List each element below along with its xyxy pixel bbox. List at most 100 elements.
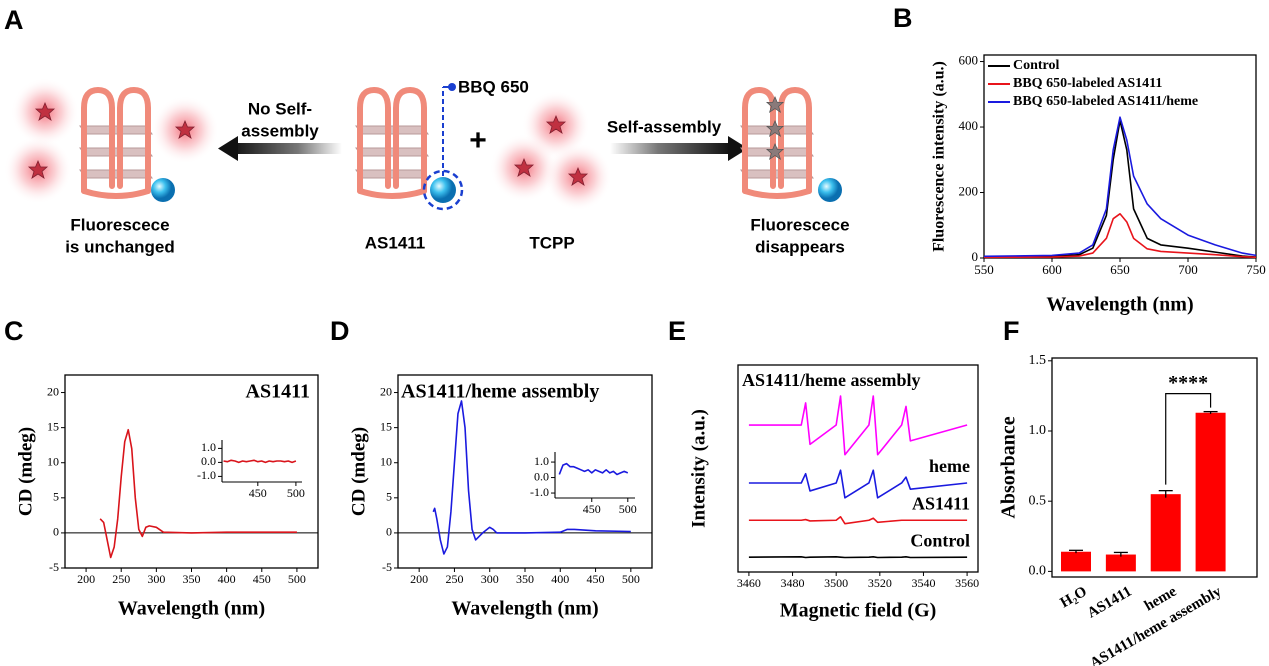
x-tick-label: 3480 — [781, 576, 805, 590]
y-tick-label: 0 — [53, 525, 59, 539]
y-tick-label: 15 — [380, 419, 392, 433]
data-line — [983, 119, 1257, 258]
x-tick-label: 650 — [1110, 262, 1130, 277]
panel-title: AS1411/heme assembly — [401, 381, 599, 403]
arrow-label: Self-assembly — [607, 117, 722, 136]
data-line — [983, 116, 1257, 258]
y-tick-label: 20 — [47, 384, 59, 398]
x-tick-label: 3500 — [824, 576, 848, 590]
y-tick-label: 5 — [53, 490, 59, 504]
y-tick-label: -1.0 — [197, 468, 216, 482]
y-tick-label: 1.0 — [1029, 423, 1047, 438]
probe-label: BBQ 650 — [458, 77, 529, 96]
y-axis-title: Fluorescence intensity (a.u.) — [931, 61, 948, 252]
caption: is unchanged — [65, 237, 175, 256]
legend-label: BBQ 650-labeled AS1411/heme — [1013, 94, 1198, 109]
panel-title: AS1411 — [246, 381, 310, 403]
y-tick-label: 10 — [47, 454, 59, 468]
y-tick-label: 5 — [386, 490, 392, 504]
arrow — [610, 143, 730, 154]
y-tick-label: -5 — [382, 560, 392, 574]
x-tick-label: 450 — [253, 572, 271, 586]
y-tick-label: 0.5 — [1029, 493, 1047, 508]
x-tick-label: 3560 — [955, 576, 979, 590]
data-line — [432, 400, 631, 555]
y-tick-label: 400 — [959, 118, 979, 133]
quencher-ball — [430, 177, 456, 203]
plot-frame — [1051, 357, 1258, 578]
y-tick-label: 0.0 — [201, 454, 216, 468]
panel-label: E — [668, 316, 686, 346]
x-axis-title: Magnetic field (G) — [780, 600, 937, 622]
x-tick-label: 300 — [481, 572, 499, 586]
plot-frame — [737, 364, 979, 573]
quencher-ring — [422, 169, 464, 211]
x-tick-label: 750 — [1246, 262, 1266, 277]
x-tick-label: 600 — [1042, 262, 1062, 277]
y-axis-title: CD (mdeg) — [348, 427, 369, 516]
bar — [1195, 412, 1226, 572]
arrow-head — [728, 136, 748, 161]
panel-label: F — [1003, 316, 1020, 346]
legend-label: BBQ 650-labeled AS1411 — [1013, 76, 1162, 91]
y-axis-title: CD (mdeg) — [15, 427, 36, 516]
inset-line — [558, 462, 629, 476]
y-tick-label: 1.0 — [201, 440, 216, 454]
data-line — [748, 516, 968, 525]
inset-line — [223, 459, 297, 464]
y-tick-label: 600 — [959, 53, 979, 68]
arrow-label: assembly — [241, 121, 319, 140]
y-axis-title: Intensity (a.u.) — [688, 409, 709, 528]
arrow-label: No Self- — [248, 99, 312, 118]
x-tick-label: 350 — [183, 572, 201, 586]
significance-bracket — [1165, 393, 1212, 485]
x-tick-label: 500 — [619, 502, 637, 516]
y-tick-label: 1.0 — [534, 454, 549, 468]
x-tick-label: 500 — [288, 572, 306, 586]
x-tick-label: 200 — [410, 572, 428, 586]
x-axis-title: Wavelength (nm) — [451, 598, 598, 620]
y-tick-label: 0.0 — [1029, 564, 1047, 579]
probe-dot — [448, 83, 456, 91]
g-quadruplex — [356, 90, 428, 196]
caption: disappears — [755, 237, 845, 256]
legend-label: Control — [1013, 58, 1060, 73]
x-tick-label: 550 — [974, 262, 994, 277]
panel-label: D — [330, 316, 350, 346]
x-tick-label: 450 — [587, 572, 605, 586]
bar — [1105, 554, 1136, 572]
label: AS1411 — [365, 233, 426, 252]
significance-label: **** — [1168, 372, 1208, 394]
y-axis-title: Absorbance — [998, 416, 1020, 518]
y-tick-label: -1.0 — [530, 485, 549, 499]
x-tick-label: AS1411 — [1085, 584, 1135, 622]
plus-sign: + — [469, 124, 487, 157]
y-tick-label: 0 — [386, 525, 392, 539]
panel-a-diagram: BBQ 650 No Self- assembly Self-assembly … — [4, 77, 850, 256]
y-tick-label: 0 — [972, 249, 979, 264]
trace-label: AS1411/heme assembly — [742, 370, 921, 390]
data-line — [99, 428, 297, 559]
caption: Fluorescece — [750, 215, 849, 234]
x-tick-label: 400 — [218, 572, 236, 586]
y-tick-label: 200 — [959, 184, 979, 199]
data-line — [748, 395, 968, 456]
data-line — [983, 213, 1257, 259]
x-tick-label: 200 — [77, 572, 95, 586]
quencher-ball — [151, 178, 175, 202]
trace-label: Control — [910, 530, 970, 550]
bar — [1061, 551, 1091, 572]
y-tick-label: 1.5 — [1029, 353, 1047, 368]
x-tick-label: 350 — [516, 572, 534, 586]
y-tick-label: -5 — [49, 560, 59, 574]
caption: Fluorescece — [70, 215, 169, 234]
data-line — [748, 469, 968, 499]
y-tick-label: 20 — [380, 384, 392, 398]
x-tick-label: 250 — [112, 572, 130, 586]
data-line — [748, 556, 968, 559]
arrow-head — [218, 136, 238, 161]
x-tick-label: 500 — [622, 572, 640, 586]
y-tick-label: 15 — [47, 419, 59, 433]
x-tick-label: 250 — [445, 572, 463, 586]
